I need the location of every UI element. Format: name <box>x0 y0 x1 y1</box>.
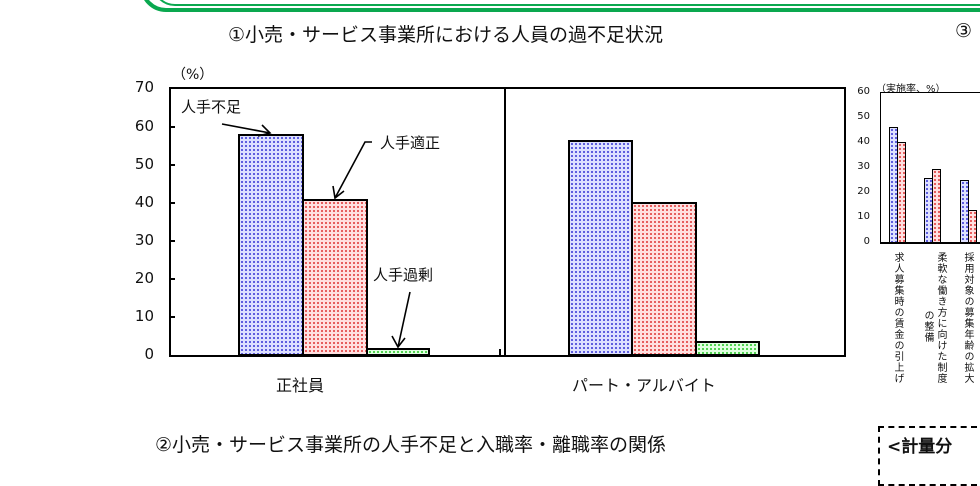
bar-part-surplus <box>695 341 760 356</box>
chart3-category: 柔軟な働き方に向けた制度 <box>935 252 946 384</box>
y-tick: 30 <box>134 231 154 249</box>
tick-mark <box>169 278 175 280</box>
annotation-shortage: 人手不足 <box>181 98 242 116</box>
tick-mark <box>169 202 175 204</box>
annotation-surplus: 人手過剰 <box>373 266 434 284</box>
chart3-bar <box>932 169 941 243</box>
measurement-box-label: <計量分 <box>887 437 953 457</box>
y-tick: 60 <box>134 117 154 135</box>
chart1-plot-frame <box>169 87 846 357</box>
y-tick: 20 <box>134 269 154 287</box>
chart3-unit-label: （実施率、%） <box>876 84 946 95</box>
chart2-title: ②小売・サービス事業所の人手不足と入職率・離職率の関係 <box>155 434 667 456</box>
y-tick: 40 <box>857 136 870 147</box>
y-tick: 40 <box>134 193 154 211</box>
y-tick: 30 <box>857 161 870 172</box>
bar-seishain-shortage <box>238 134 304 356</box>
x-category-seishain: 正社員 <box>276 376 325 395</box>
y-tick: 0 <box>863 236 870 247</box>
y-tick: 50 <box>134 155 154 173</box>
y-tick: 50 <box>857 111 870 122</box>
chart3-bar <box>897 142 906 243</box>
annotation-adequate: 人手適正 <box>380 134 441 152</box>
y-tick: 60 <box>857 86 870 97</box>
x-category-part: パート・アルバイト <box>572 376 716 395</box>
chart3-category: 求人募集時の賃金の引上げ <box>892 252 903 384</box>
chart3-category-line2: の整備 <box>922 310 933 343</box>
annotation-arrows <box>221 123 411 349</box>
chart3-title: ③ <box>955 20 973 42</box>
tick-mark <box>169 240 175 242</box>
chart3-category: 採用対象の募集年齢の拡大 <box>962 252 973 384</box>
x-tick-mark <box>499 349 501 355</box>
tick-mark <box>169 316 175 318</box>
bar-seishain-adequate <box>302 199 368 356</box>
tick-mark <box>169 164 175 166</box>
bar-part-adequate <box>631 202 697 356</box>
y-tick: 10 <box>857 211 870 222</box>
chart1-title: ①小売・サービス事業所における人員の過不足状況 <box>228 24 664 46</box>
chart1-unit-label: （%） <box>172 67 214 83</box>
chart3-plot-area <box>880 92 980 244</box>
chart3-bar <box>968 210 977 243</box>
y-tick: 20 <box>857 186 870 197</box>
tick-mark <box>169 126 175 128</box>
y-tick: 70 <box>134 78 154 96</box>
y-tick: 0 <box>144 345 154 363</box>
y-tick: 10 <box>134 307 154 325</box>
